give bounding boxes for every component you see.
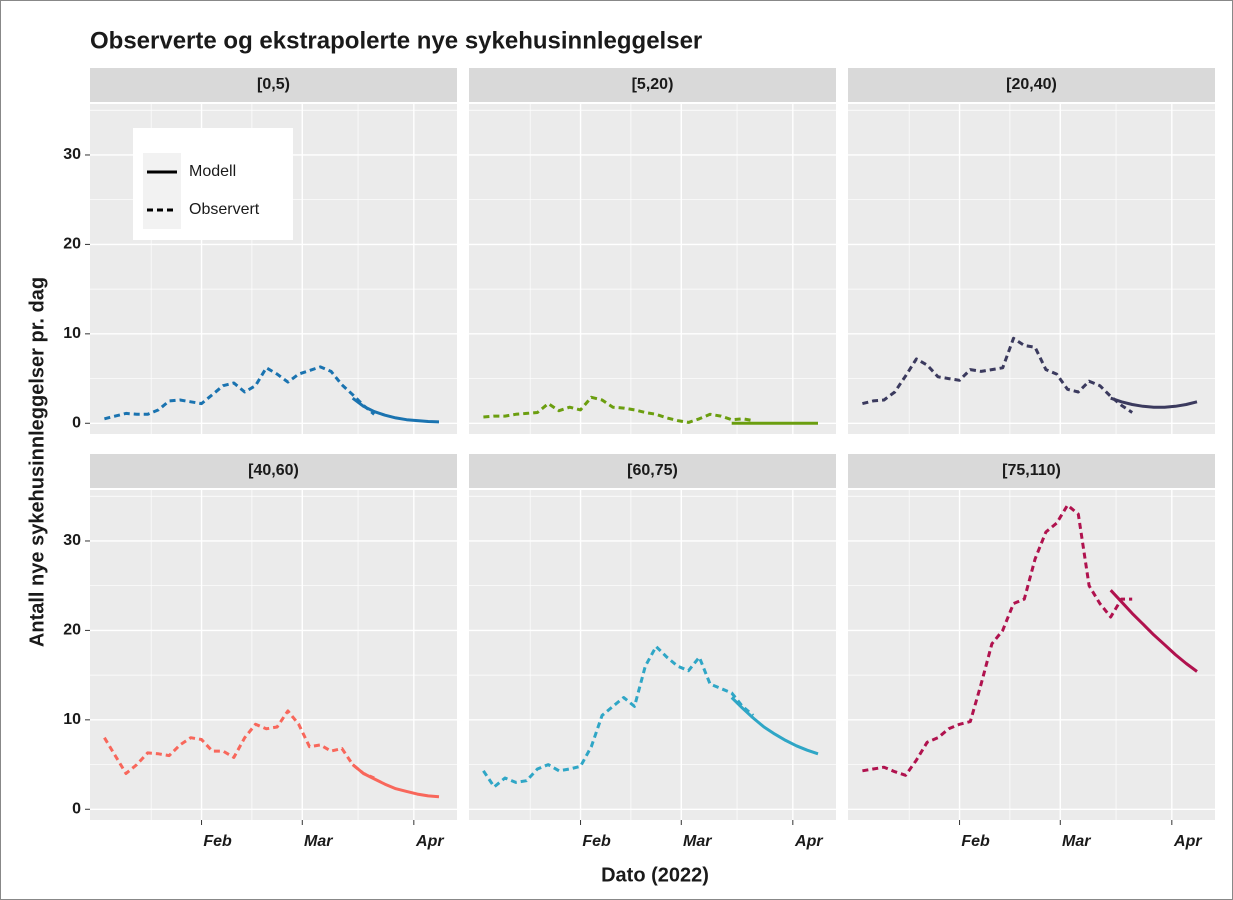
y-tick-label: 20 — [63, 236, 81, 253]
line — [483, 395, 754, 424]
panel-title: [75,110) — [1002, 462, 1061, 479]
y-tick-label: 30 — [63, 532, 81, 549]
panel-title: [60,75) — [627, 462, 678, 479]
panel-title: [5,20) — [632, 76, 674, 93]
panel-background — [469, 104, 836, 434]
chart-title: Observerte og ekstrapolerte nye sykehusi… — [90, 27, 702, 54]
x-tick-label: Apr — [415, 833, 444, 850]
strip — [848, 454, 1215, 488]
y-tick-label: 20 — [63, 622, 81, 639]
legend-label: Modell — [189, 163, 236, 180]
panel-title: [0,5) — [257, 76, 290, 93]
y-tick-label: 10 — [63, 325, 81, 342]
x-tick-label: Mar — [304, 833, 333, 850]
x-tick-label: Mar — [683, 833, 712, 850]
line — [1109, 589, 1198, 673]
y-axis-label: Antall nye sykehusinnleggelser pr. dag — [26, 277, 48, 647]
x-tick-label: Apr — [794, 833, 823, 850]
legend-label: Observert — [189, 201, 260, 218]
strip — [469, 454, 836, 488]
line — [351, 397, 440, 424]
line — [103, 709, 375, 780]
line — [730, 696, 819, 756]
line — [104, 365, 376, 421]
x-tick-label: Feb — [582, 833, 611, 850]
panel-title: [20,40) — [1006, 76, 1057, 93]
strip — [848, 68, 1215, 102]
strip — [469, 68, 836, 102]
y-tick-label: 30 — [63, 146, 81, 163]
panel-background — [90, 490, 457, 820]
panel-title: [40,60) — [248, 462, 299, 479]
y-tick-label: 0 — [72, 800, 81, 817]
x-tick-label: Apr — [1173, 833, 1202, 850]
y-tick-label: 10 — [63, 711, 81, 728]
panel-background — [848, 490, 1215, 820]
line — [862, 503, 1133, 777]
x-tick-label: Feb — [203, 833, 232, 850]
strip — [90, 68, 457, 102]
line — [351, 763, 440, 799]
x-axis-label: Dato (2022) — [601, 864, 709, 886]
x-tick-label: Feb — [961, 833, 990, 850]
panel-background — [848, 104, 1215, 434]
x-tick-label: Mar — [1062, 833, 1091, 850]
strip — [90, 454, 457, 488]
line — [1110, 396, 1198, 409]
y-tick-label: 0 — [72, 414, 81, 431]
line — [482, 645, 755, 789]
